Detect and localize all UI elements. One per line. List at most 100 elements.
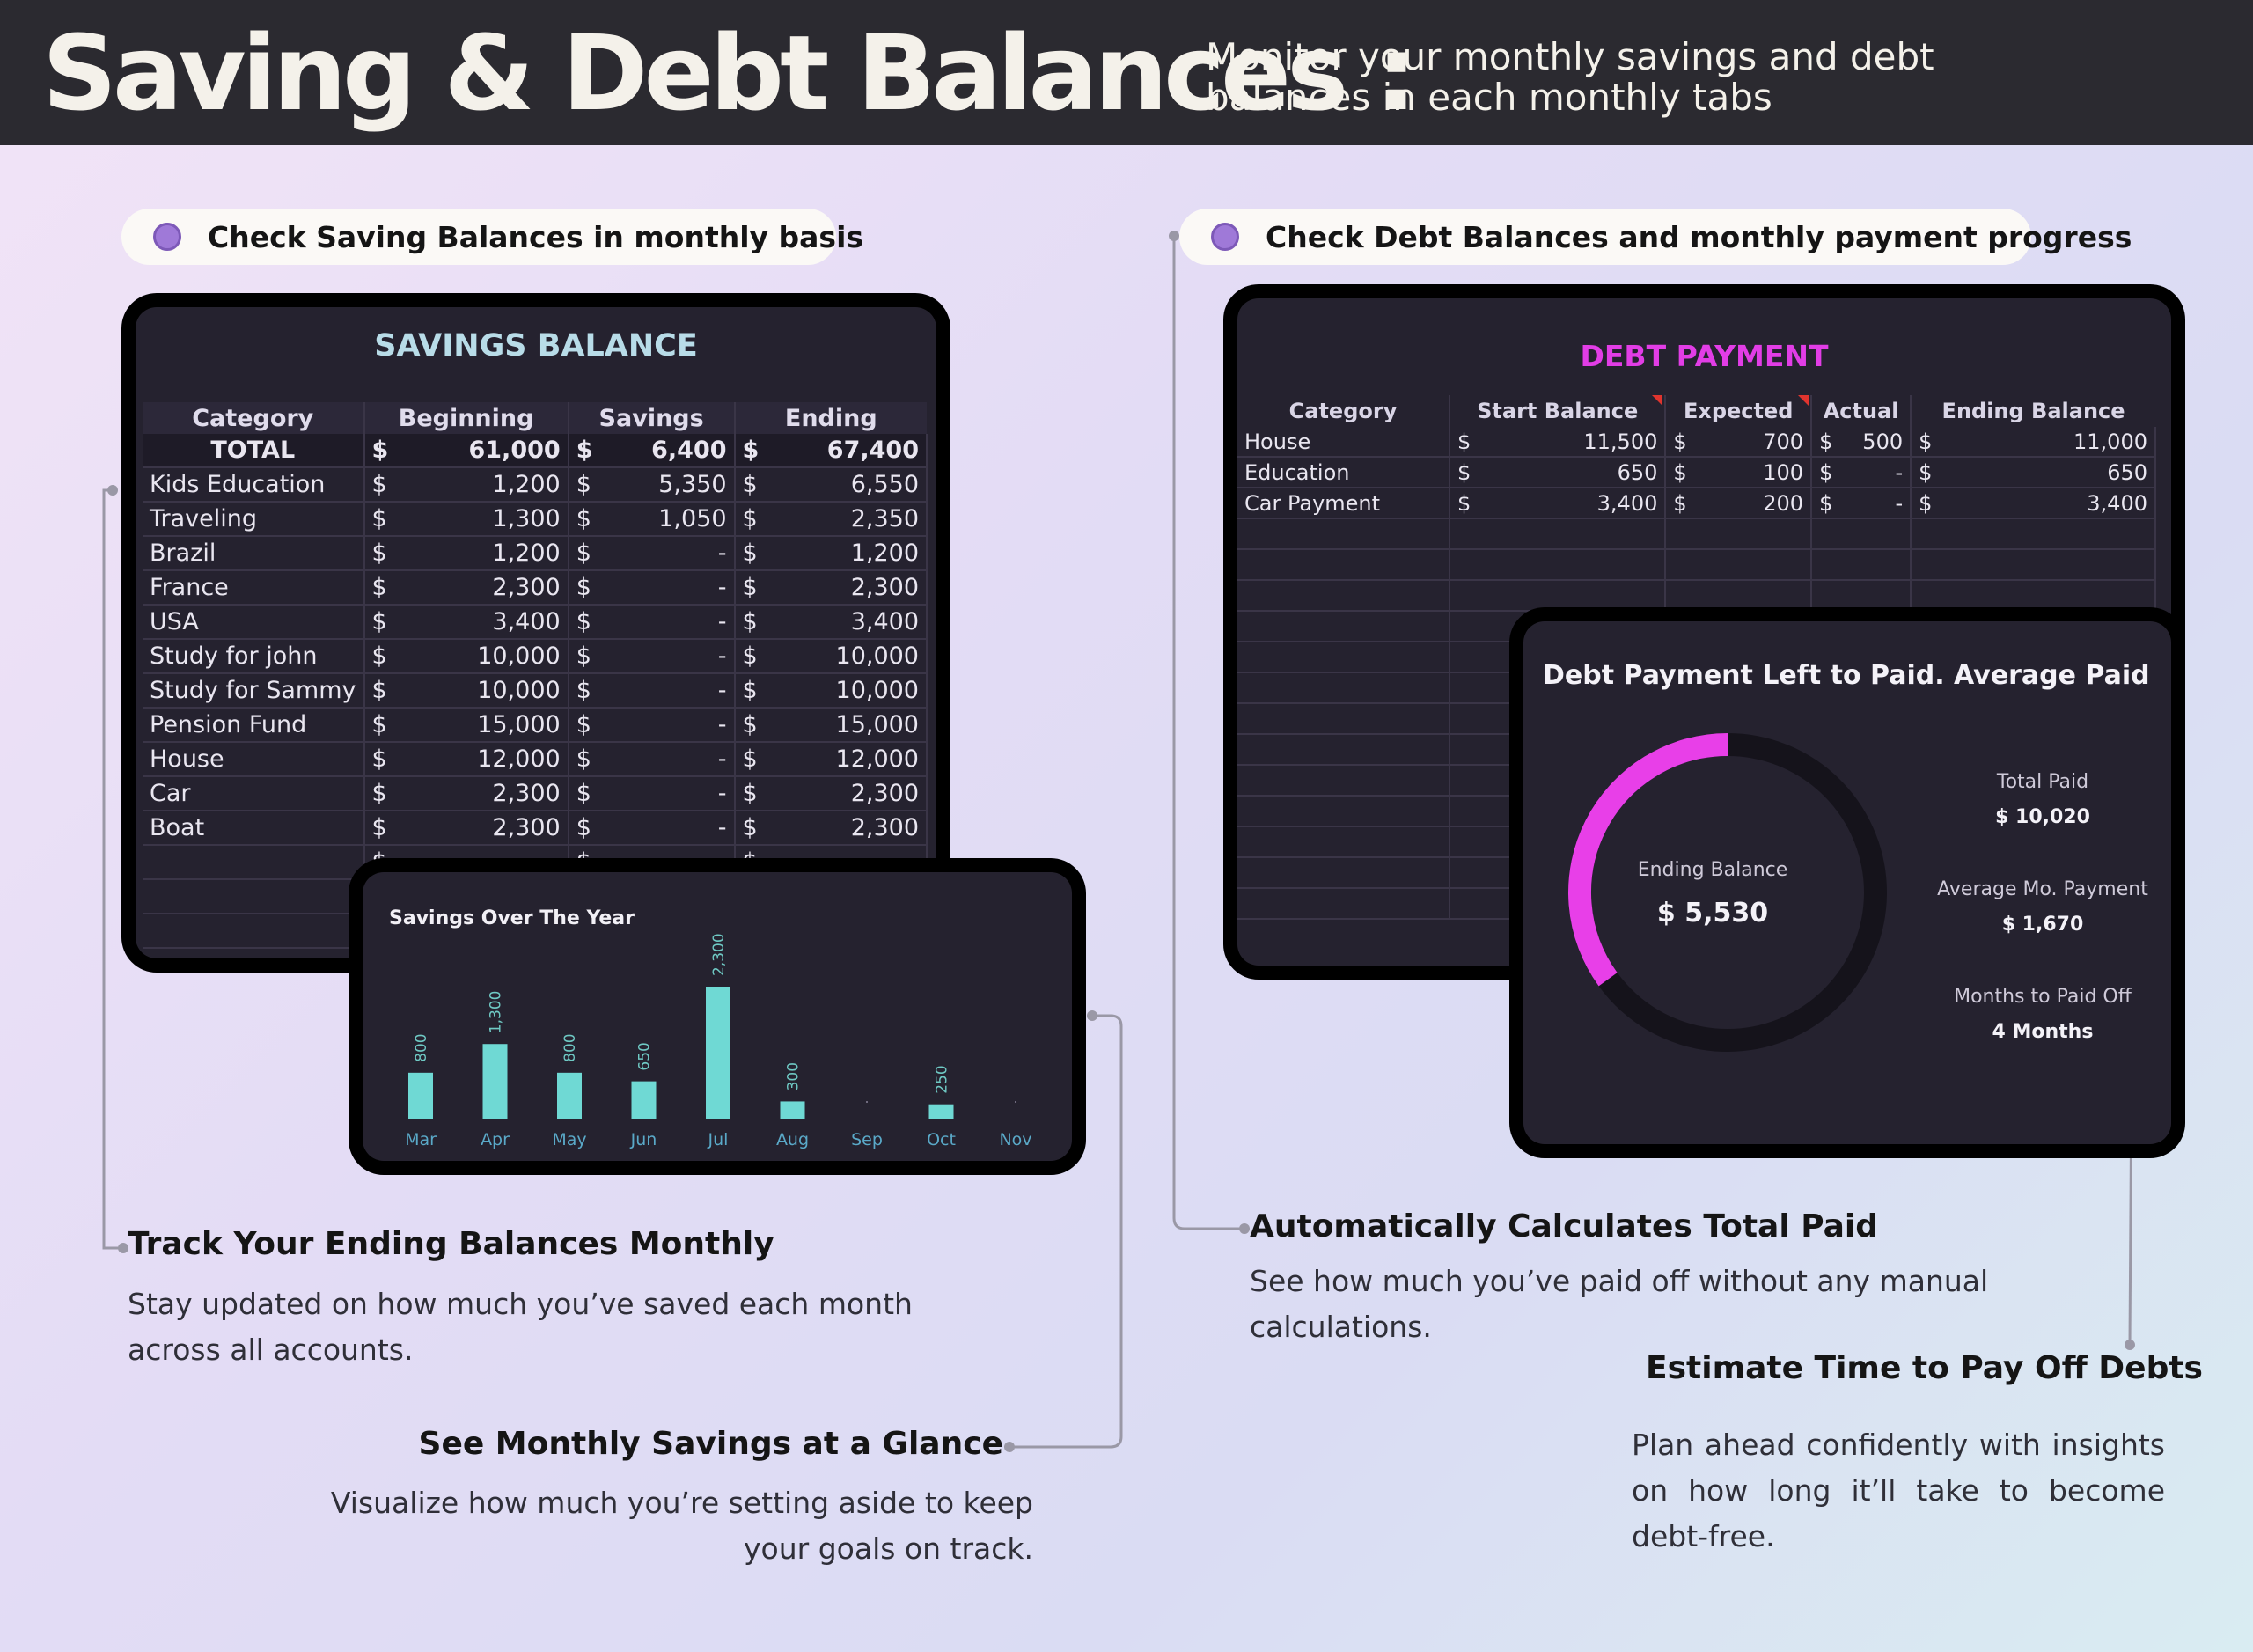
x-tick-label: Jun [630, 1130, 657, 1149]
bar-mar [408, 1072, 433, 1119]
currency-symbol: $ [363, 605, 389, 640]
category-cell: Education [1237, 457, 1450, 488]
empty-cell [1237, 796, 1450, 827]
table-row: Traveling $1,300 $1,050 $2,350 [143, 502, 928, 537]
currency-symbol: $ [363, 639, 389, 674]
ending-cell: 10,000 [759, 639, 928, 674]
ending-cell: 15,000 [759, 708, 928, 743]
bar-may [557, 1072, 582, 1119]
x-tick-label: Aug [776, 1130, 809, 1149]
debt-donut-chart [1568, 733, 1887, 1052]
savings-cell: - [592, 536, 736, 571]
empty-cell [1687, 549, 1813, 581]
savings-section-pill: Check Saving Balances in monthly basis [121, 209, 863, 265]
expected-cell: 700 [1687, 427, 1813, 458]
empty-cell [1237, 857, 1450, 889]
empty-cell [1833, 549, 1912, 581]
savings-cell: - [592, 673, 736, 709]
savings-table: Category Beginning Savings Ending TOTAL $… [143, 402, 928, 958]
empty-cell [143, 914, 365, 949]
empty-cell [1665, 518, 1688, 550]
category-cell: Brazil [143, 536, 365, 571]
currency-symbol: $ [568, 434, 593, 468]
data-label: 1,300 [488, 991, 505, 1034]
empty-cell [1449, 642, 1471, 673]
table-row: France $2,300 $ - $2,300 [143, 570, 928, 606]
ending-cell: 3,400 [759, 605, 928, 640]
empty-cell [1237, 642, 1450, 673]
x-tick-label: Sep [851, 1130, 883, 1149]
currency-symbol: $ [363, 708, 389, 743]
x-tick-label: Oct [927, 1130, 956, 1149]
currency-symbol: $ [568, 708, 593, 743]
empty-cell [1811, 580, 1834, 612]
empty-cell [1687, 518, 1813, 550]
table-row: Pension Fund $15,000 $ - $15,000 [143, 708, 928, 743]
savings-table-title: SAVINGS BALANCE [374, 328, 698, 363]
total-paid-value: $ 10,020 [1995, 806, 2090, 828]
ending-cell: 6,550 [759, 467, 928, 503]
bullet-dot-icon [153, 223, 181, 251]
column-header-label: Expected [1683, 399, 1794, 423]
table-row: Study for Sammy $10,000 $ - $10,000 [143, 673, 928, 709]
currency-symbol: $ [363, 536, 389, 571]
actual-cell: 500 [1833, 427, 1912, 458]
currency-symbol: $ [1449, 457, 1471, 488]
beginning-cell: 1,200 [388, 467, 569, 503]
table-row: Education $650 $100 $ - $650 [1237, 457, 2156, 488]
currency-symbol: $ [734, 742, 760, 777]
column-header: Expected [1665, 395, 1813, 427]
savings-table-header: Category Beginning Savings Ending [143, 402, 927, 434]
auto-caption-text: See how much you’ve paid off without any… [1250, 1264, 1989, 1344]
savings-balance-sheet: SAVINGS BALANCE Category Beginning Savin… [136, 307, 936, 958]
savings-cell: - [592, 570, 736, 606]
column-header: Actual [1811, 395, 1912, 427]
data-label: 800 [561, 1033, 579, 1061]
empty-cell [1911, 580, 1934, 612]
ending-cell: 2,300 [759, 776, 928, 811]
empty-cell [1449, 796, 1471, 827]
months-to-pay-value: 4 Months [1992, 1021, 2094, 1043]
data-label: 250 [934, 1065, 951, 1093]
empty-cell [1665, 580, 1688, 612]
start-cell: 3,400 [1471, 488, 1667, 519]
data-label: 300 [785, 1062, 803, 1090]
total-label: TOTAL [143, 434, 365, 468]
column-header: Ending [734, 402, 927, 434]
currency-symbol: $ [734, 639, 760, 674]
currency-symbol: $ [363, 434, 389, 468]
estimate-caption-title: Estimate Time to Pay Off Debts [1646, 1350, 2203, 1386]
column-header: Category [1237, 395, 1450, 427]
empty-cell [143, 879, 365, 914]
empty-cell [1449, 857, 1471, 889]
currency-symbol: $ [1449, 488, 1471, 519]
currency-symbol: $ [568, 742, 593, 777]
category-cell: Car [143, 776, 365, 811]
empty-cell [1911, 518, 1934, 550]
auto-caption-title: Automatically Calculates Total Paid [1250, 1208, 1879, 1245]
comment-flag-icon [1652, 395, 1663, 406]
start-cell: 11,500 [1471, 427, 1667, 458]
empty-row [1237, 549, 2156, 581]
currency-symbol: $ [1911, 457, 1934, 488]
column-header: Savings [568, 402, 736, 434]
expected-cell: 200 [1687, 488, 1813, 519]
currency-symbol: $ [568, 673, 593, 709]
currency-symbol: $ [568, 811, 593, 846]
currency-symbol: $ [363, 742, 389, 777]
debt-chart: Debt Payment Left to Paid. Average Paid … [1523, 621, 2171, 1144]
empty-cell [143, 948, 365, 958]
currency-symbol: $ [734, 570, 760, 606]
bar-jul [706, 987, 730, 1119]
empty-cell [1449, 580, 1471, 612]
category-cell: Car Payment [1237, 488, 1450, 519]
currency-symbol: $ [1665, 457, 1688, 488]
currency-symbol: $ [734, 708, 760, 743]
currency-symbol: $ [363, 570, 389, 606]
currency-symbol: $ [1449, 427, 1471, 458]
beginning-cell: 10,000 [388, 639, 569, 674]
beginning-cell: 3,400 [388, 605, 569, 640]
total-savings: 6,400 [592, 434, 736, 468]
savings-chart-panel: Savings Over The Year 800 Mar 1,300 Apr 800 M… [349, 858, 1086, 1175]
beginning-cell: 2,300 [388, 570, 569, 606]
